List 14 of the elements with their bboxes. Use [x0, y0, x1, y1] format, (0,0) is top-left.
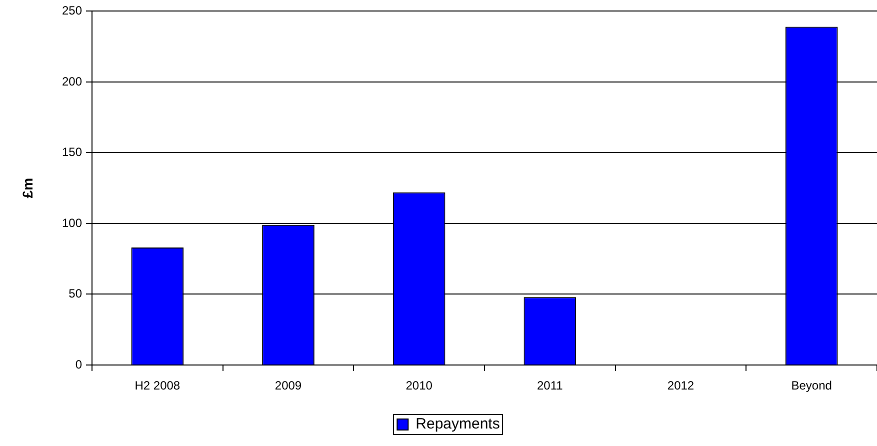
x-tick-label: 2011: [537, 378, 564, 393]
x-tick-label: H2 2008: [134, 378, 180, 393]
x-tick-label: 2009: [274, 378, 302, 393]
legend-label: Repayments: [416, 416, 500, 433]
y-tick-label: 100: [62, 216, 82, 230]
x-tick-label: Beyond: [791, 378, 832, 393]
y-tick-label: 200: [62, 74, 82, 88]
x-tick-label: 2012: [667, 378, 694, 393]
x-tick-label: 2010: [406, 378, 433, 393]
y-tick-label: 0: [75, 357, 82, 372]
y-tick-label: 250: [62, 4, 82, 18]
y-axis-title: £m: [19, 178, 36, 198]
y-tick-label: 50: [68, 286, 82, 301]
y-tick-label: 150: [62, 145, 82, 160]
